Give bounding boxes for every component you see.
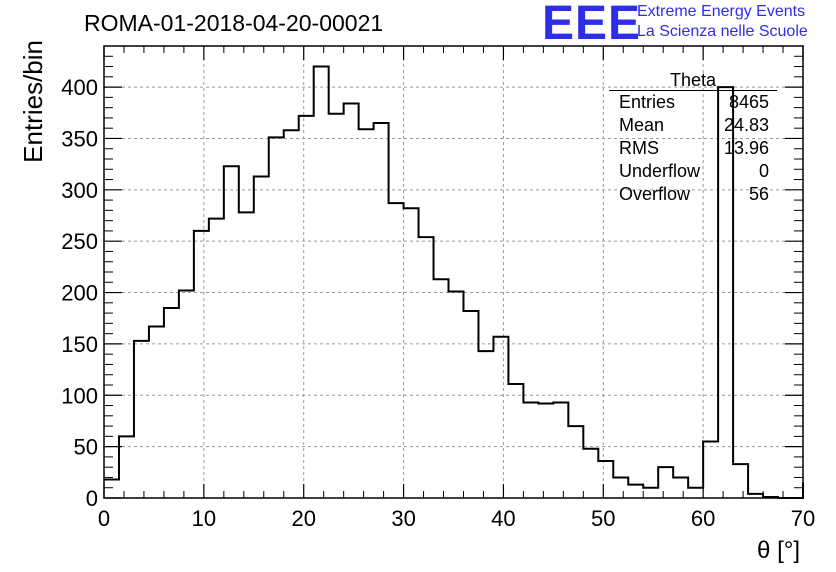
x-tick-label: 40 — [491, 506, 515, 531]
run-title: ROMA-01-2018-04-20-00021 — [84, 10, 384, 36]
stat-key: Overflow — [619, 184, 691, 204]
stat-key: RMS — [619, 138, 659, 158]
stat-value: 13.96 — [723, 138, 769, 158]
statistics-title: Theta — [609, 70, 777, 91]
histogram-step-line — [104, 65, 804, 499]
x-tick-label: 70 — [791, 506, 815, 531]
stat-row-rms: RMS 13.96 — [609, 137, 777, 160]
y-tick-label: 50 — [74, 435, 98, 460]
x-tick-label: 20 — [291, 506, 315, 531]
x-tick-label: 10 — [192, 506, 216, 531]
x-tick-label: 30 — [391, 506, 415, 531]
stat-value: 8465 — [728, 92, 769, 112]
y-axis-label: Entries/bin — [18, 40, 48, 163]
eee-logo: EEE — [542, 0, 642, 50]
stat-value: 56 — [748, 184, 769, 204]
stat-row-underflow: Underflow 0 — [609, 160, 777, 183]
grid-lines — [104, 46, 803, 498]
axis-tick-labels: 0 10 20 30 40 50 60 70 0 50 100 150 200 250 300 350 400 — [61, 75, 815, 531]
stat-key: Entries — [619, 92, 676, 112]
stat-row-mean: Mean 24.83 — [609, 114, 777, 137]
stat-value: 0 — [758, 161, 769, 181]
logo-caption-line2: La Scienza nelle Scuole — [637, 23, 808, 40]
x-tick-label: 0 — [98, 506, 110, 531]
y-tick-label: 100 — [61, 383, 98, 408]
stat-row-overflow: Overflow 56 — [609, 183, 777, 206]
y-tick-label: 250 — [61, 229, 98, 254]
x-axis-label: θ [°] — [757, 537, 800, 564]
stat-key: Mean — [619, 115, 665, 135]
y-tick-label: 150 — [61, 332, 98, 357]
statistics-box: Theta Entries 8465 Mean 24.83 RMS 13.96 … — [609, 70, 777, 206]
logo-caption-line1: Extreme Energy Events — [637, 3, 806, 20]
axis-ticks — [103, 45, 804, 499]
y-tick-label: 0 — [86, 486, 98, 511]
x-tick-label: 60 — [691, 506, 715, 531]
y-tick-label: 350 — [61, 126, 98, 151]
y-tick-label: 400 — [61, 75, 98, 100]
stat-key: Underflow — [619, 161, 701, 181]
y-tick-label: 300 — [61, 178, 98, 203]
stat-row-entries: Entries 8465 — [609, 91, 777, 114]
x-tick-label: 50 — [591, 506, 615, 531]
y-tick-label: 200 — [61, 281, 98, 306]
stat-value: 24.83 — [723, 115, 769, 135]
